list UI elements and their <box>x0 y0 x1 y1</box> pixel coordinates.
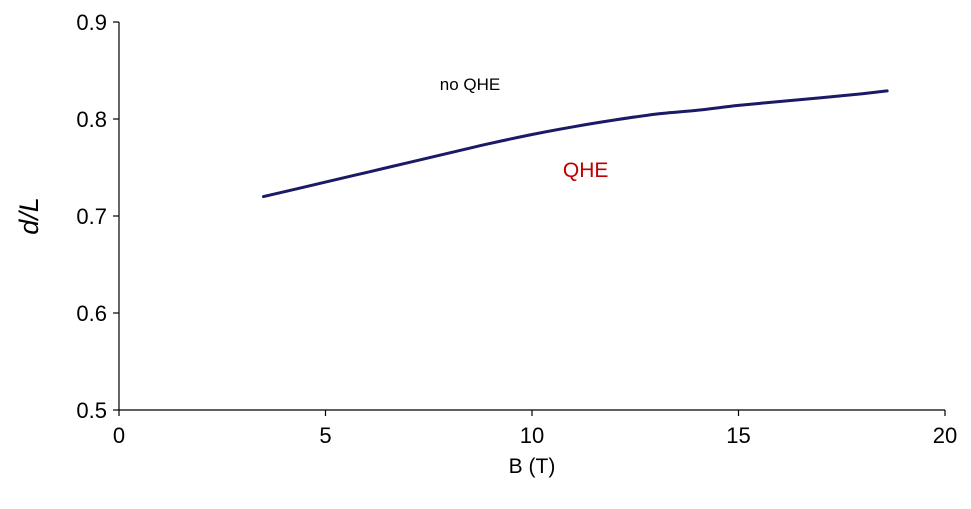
y-tick-label: 0.9 <box>76 10 107 35</box>
y-tick-label: 0.8 <box>76 107 107 132</box>
x-tick-label: 5 <box>319 423 331 448</box>
plot-frame <box>118 22 945 411</box>
y-tick-label: 0.7 <box>76 204 107 229</box>
annotation-qhe: QHE <box>563 159 609 182</box>
x-tick-label: 20 <box>933 423 957 448</box>
y-tick-label: 0.5 <box>76 398 107 423</box>
x-tick-label: 0 <box>113 423 125 448</box>
x-axis-title: B (T) <box>509 455 556 478</box>
x-axis-ticks: 0 5 10 15 20 <box>113 410 957 448</box>
y-tick-label: 0.6 <box>76 301 107 326</box>
y-axis-title: d/L <box>14 197 44 235</box>
series-line-0 <box>262 89 889 199</box>
x-tick-label: 10 <box>520 423 544 448</box>
annotations-group: no QHE QHE <box>440 75 609 182</box>
annotation-no-qhe: no QHE <box>440 75 500 94</box>
y-axis-ticks: 0.5 0.6 0.7 0.8 0.9 <box>76 10 119 423</box>
series-group <box>262 89 889 199</box>
x-tick-label: 15 <box>726 423 750 448</box>
